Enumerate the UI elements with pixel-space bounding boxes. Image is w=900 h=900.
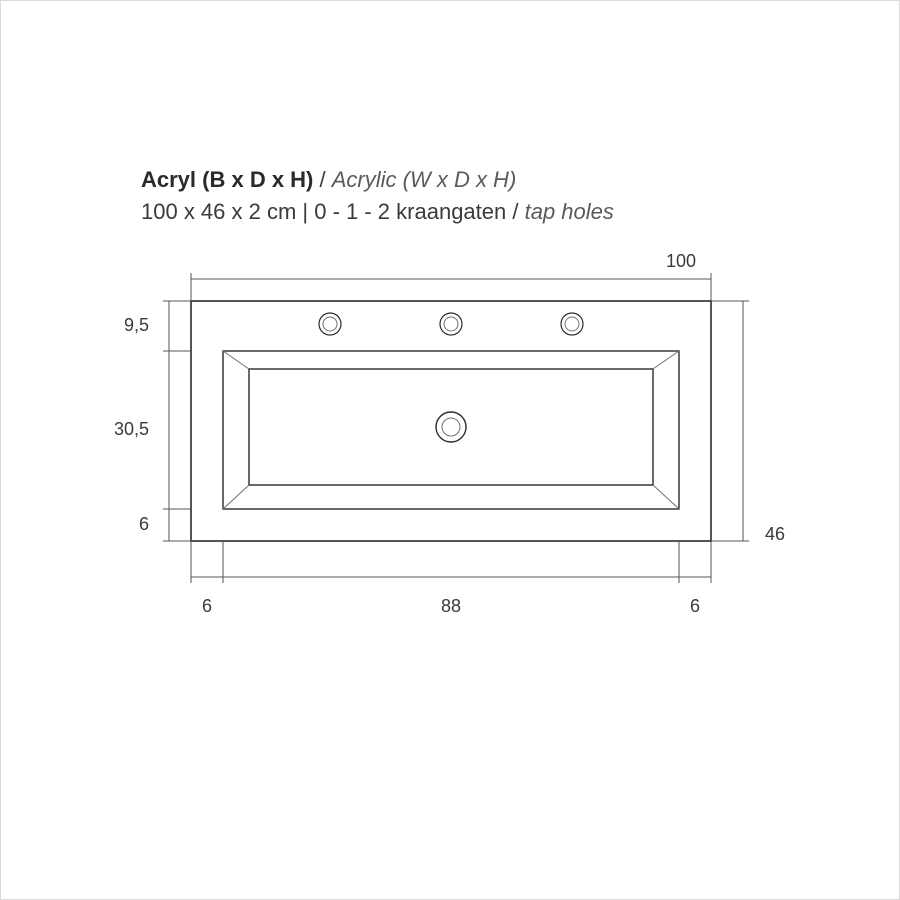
- svg-text:6: 6: [690, 596, 700, 616]
- svg-text:6: 6: [139, 514, 149, 534]
- title-line-1: Acryl (B x D x H) / Acrylic (W x D x H): [141, 166, 761, 195]
- svg-text:9,5: 9,5: [124, 315, 149, 335]
- svg-text:30,5: 30,5: [114, 419, 149, 439]
- dims-text: 100 x 46 x 2 cm | 0 - 1 - 2 kraangaten: [141, 199, 506, 224]
- title-line-2: 100 x 46 x 2 cm | 0 - 1 - 2 kraangaten /…: [141, 199, 761, 225]
- svg-text:100: 100: [666, 251, 696, 271]
- header-block: Acryl (B x D x H) / Acrylic (W x D x H) …: [141, 166, 761, 225]
- dims-italic: tap holes: [525, 199, 614, 224]
- svg-text:88: 88: [441, 596, 461, 616]
- title-separator: /: [313, 167, 331, 192]
- svg-text:46: 46: [765, 524, 785, 544]
- dims-separator: /: [506, 199, 524, 224]
- technical-drawing: 100 46 9,5 30,5 6 6 88 6: [91, 241, 811, 661]
- svg-text:6: 6: [202, 596, 212, 616]
- title-italic: Acrylic (W x D x H): [332, 167, 517, 192]
- title-bold: Acryl (B x D x H): [141, 167, 313, 192]
